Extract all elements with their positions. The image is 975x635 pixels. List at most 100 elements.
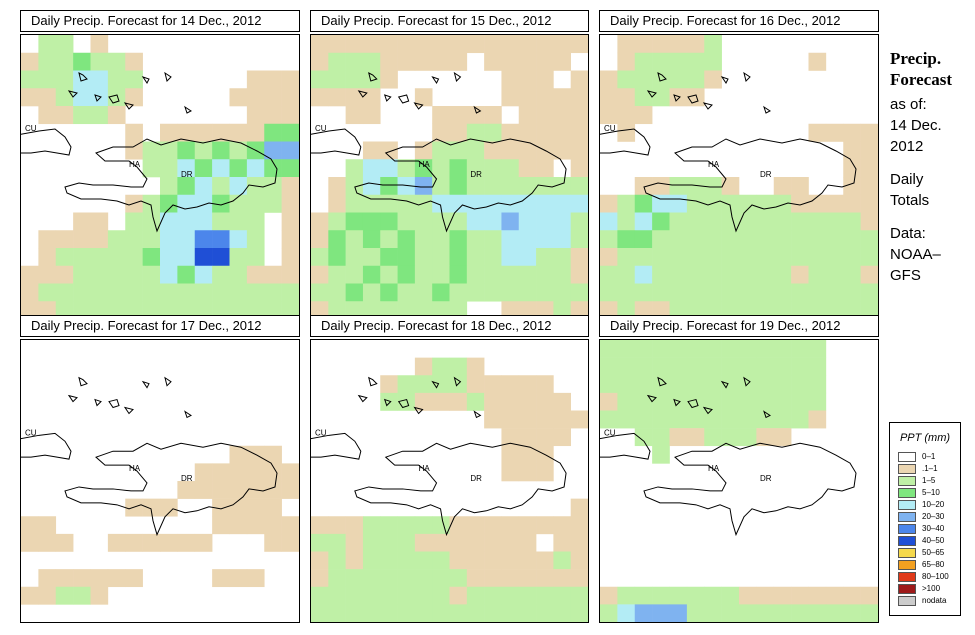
- precip-cell: [553, 265, 571, 284]
- precip-cell: [825, 194, 844, 213]
- precip-cell: [860, 194, 878, 213]
- precip-cell: [843, 283, 861, 302]
- precip-cell: [686, 301, 705, 319]
- precip-cell: [739, 212, 757, 231]
- precip-cell: [686, 88, 705, 107]
- legend-swatch: [898, 596, 916, 606]
- precip-cell: [107, 265, 126, 284]
- precip-cell: [177, 194, 196, 213]
- precip-cell: [773, 177, 792, 196]
- hispaniola-coastline: [643, 442, 857, 537]
- precip-cell: [345, 533, 364, 552]
- precip-cell: [773, 301, 792, 319]
- legend-label: 1–5: [922, 476, 936, 485]
- legend-swatch: [898, 572, 916, 582]
- precip-cell: [756, 375, 775, 394]
- precip-cell: [345, 265, 364, 284]
- precip-cell: [212, 301, 230, 319]
- precip-cell: [669, 428, 688, 447]
- islet-coastline: [78, 376, 88, 387]
- precip-cell: [246, 194, 265, 213]
- islet-coastline: [431, 380, 440, 389]
- precip-cell: [843, 230, 861, 249]
- precip-cell: [518, 569, 537, 588]
- precip-cell: [570, 410, 588, 429]
- precip-cell: [449, 248, 468, 267]
- precip-cell: [107, 52, 126, 71]
- precip-cell: [773, 586, 792, 605]
- hispaniola-coastline: [354, 442, 567, 537]
- precip-cell: [142, 248, 161, 267]
- precip-cell: [229, 248, 248, 267]
- precip-cell: [553, 106, 571, 125]
- precip-cell: [38, 586, 57, 605]
- precip-cell: [634, 340, 653, 358]
- precip-cell: [843, 141, 861, 160]
- precip-cell: [686, 283, 705, 302]
- precip-cell: [281, 106, 299, 125]
- precip-cell: [739, 340, 757, 358]
- precip-cell: [634, 265, 653, 284]
- precip-cell: [501, 123, 520, 142]
- precip-cell: [518, 212, 537, 231]
- precip-cell: [536, 283, 554, 302]
- precip-cell: [362, 141, 381, 160]
- precip-cell: [808, 248, 827, 267]
- legend-swatch: [898, 488, 916, 498]
- precip-cell: [600, 106, 618, 125]
- precip-cell: [345, 194, 364, 213]
- precip-cell: [553, 428, 571, 447]
- precip-cell: [536, 106, 554, 125]
- label-haiti: HA: [419, 464, 431, 473]
- precip-cell: [281, 212, 299, 231]
- precip-cell: [160, 498, 178, 517]
- precip-cell: [345, 106, 364, 125]
- precip-cell: [484, 35, 502, 54]
- precip-cell: [246, 569, 265, 588]
- precip-cell: [600, 375, 618, 394]
- precip-cell: [570, 230, 588, 249]
- precip-cell: [652, 88, 670, 107]
- precip-cell: [501, 88, 520, 107]
- precip-cell: [791, 410, 809, 429]
- islet-coastline: [687, 94, 699, 104]
- precip-cell: [160, 230, 178, 249]
- precip-cell: [600, 230, 618, 249]
- precip-cell: [860, 141, 878, 160]
- cuba-coastline: [311, 128, 362, 156]
- precip-cell: [600, 212, 618, 231]
- precip-cell: [281, 88, 299, 107]
- precip-cell: [536, 569, 554, 588]
- precip-cell: [518, 35, 537, 54]
- precip-cell: [212, 194, 230, 213]
- precip-cell: [634, 586, 653, 605]
- precip-cell: [194, 141, 213, 160]
- precip-cell: [194, 283, 213, 302]
- precip-cell: [536, 248, 554, 267]
- map-svg: CU HA DR: [600, 340, 878, 622]
- precip-cell: [55, 35, 74, 54]
- precip-cell: [362, 586, 381, 605]
- precip-cell: [686, 586, 705, 605]
- islet-coastline: [657, 72, 667, 82]
- precip-cell: [669, 177, 688, 196]
- islet-coastline: [646, 90, 657, 98]
- precip-cell: [791, 194, 809, 213]
- precip-cell: [397, 569, 416, 588]
- label-dominican-republic: DR: [760, 474, 772, 483]
- precip-cell: [686, 248, 705, 267]
- islet-coastline: [397, 398, 410, 409]
- precip-cell: [756, 212, 775, 231]
- precip-cell: [38, 52, 57, 71]
- precip-cell: [843, 159, 861, 178]
- info-source: NOAA–: [890, 246, 941, 263]
- precip-cell: [229, 159, 248, 178]
- precip-cell: [73, 265, 91, 284]
- precip-cell: [686, 212, 705, 231]
- precip-cell: [328, 283, 346, 302]
- precip-cell: [501, 516, 520, 535]
- precip-cell: [362, 301, 381, 319]
- precip-cell: [449, 52, 468, 71]
- precip-cell: [570, 301, 588, 319]
- precip-cell: [345, 283, 364, 302]
